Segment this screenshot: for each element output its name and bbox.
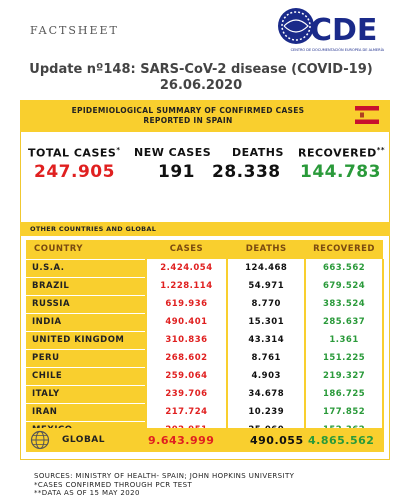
cell-recovered: 186.725 <box>304 385 384 404</box>
spain-flag-icon <box>355 106 379 124</box>
factsheet-label: FACTSHEET <box>30 24 119 37</box>
new-cases-value: 191 <box>158 162 195 182</box>
recovered-value: 144.783 <box>300 162 381 182</box>
cell-cases: 259.064 <box>144 367 228 386</box>
cell-cases: 310.836 <box>144 331 228 350</box>
cell-recovered: 679.524 <box>304 277 384 296</box>
cell-cases: 2.424.054 <box>144 259 228 278</box>
cell-recovered: 177.852 <box>304 403 384 422</box>
table-row: PERU 268.602 8.761 151.225 <box>26 349 384 368</box>
globe-icon <box>30 430 50 450</box>
cell-country: IRAN <box>26 403 146 422</box>
svg-text:CDE: CDE <box>310 13 377 48</box>
pcr-note: *CASES CONFIRMED THROUGH PCR TEST <box>34 480 193 489</box>
table-row: IRAN 217.724 10.239 177.852 <box>26 403 384 422</box>
cell-recovered: 663.562 <box>304 259 384 278</box>
table-row: CHILE 259.064 4.903 219.327 <box>26 367 384 386</box>
new-cases-label: NEW CASES <box>134 146 212 159</box>
date-note: **DATA AS OF 15 MAY 2020 <box>34 489 140 497</box>
cell-deaths: 34.678 <box>226 385 306 404</box>
cell-deaths: 54.971 <box>226 277 306 296</box>
global-recovered: 4.865.562 <box>308 434 375 447</box>
global-deaths: 490.055 <box>250 434 304 447</box>
global-row <box>26 428 384 452</box>
cell-country: U.S.A. <box>26 259 146 278</box>
table-row: INDIA 490.401 15.301 285.637 <box>26 313 384 332</box>
cell-cases: 619.936 <box>144 295 228 314</box>
column-header-country: COUNTRY <box>26 240 146 260</box>
cell-deaths: 43.314 <box>226 331 306 350</box>
footnotes: SOURCES: MINISTRY OF HEALTH- SPAIN; JOHN… <box>34 472 294 498</box>
cell-recovered: 383.524 <box>304 295 384 314</box>
sources-note: SOURCES: MINISTRY OF HEALTH- SPAIN; JOHN… <box>34 472 295 480</box>
table-row: BRAZIL 1.228.114 54.971 679.524 <box>26 277 384 296</box>
column-header-recovered: RECOVERED <box>305 240 383 260</box>
table-header-row: COUNTRY CASES DEATHS RECOVERED <box>26 240 383 260</box>
table-row: U.S.A. 2.424.054 124.468 663.562 <box>26 259 384 278</box>
cell-deaths: 8.770 <box>226 295 306 314</box>
cell-country: RUSSIA <box>26 295 146 314</box>
cell-country: PERU <box>26 349 146 368</box>
spain-heading: EPIDEMIOLOGICAL SUMMARY OF CONFIRMED CAS… <box>38 106 338 126</box>
global-heading-bar <box>20 222 390 236</box>
logo-subtitle: CENTRO DE DOCUMENTACIÓN EUROPEA DE ALMER… <box>290 48 384 52</box>
title-line: Update nº148: SARS-CoV-2 disease (COVID-… <box>29 62 373 77</box>
title-date: 26.06.2020 <box>159 78 243 93</box>
column-header-cases: CASES <box>145 240 228 260</box>
cell-cases: 217.724 <box>144 403 228 422</box>
cell-cases: 1.228.114 <box>144 277 228 296</box>
cell-recovered: 219.327 <box>304 367 384 386</box>
column-header-deaths: DEATHS <box>227 240 306 260</box>
cell-deaths: 8.761 <box>226 349 306 368</box>
cell-deaths: 10.239 <box>226 403 306 422</box>
cell-recovered: 1.361 <box>304 331 384 350</box>
table-row: ITALY 239.706 34.678 186.725 <box>26 385 384 404</box>
cell-cases: 268.602 <box>144 349 228 368</box>
deaths-label: DEATHS <box>232 146 284 159</box>
page-title: Update nº148: SARS-CoV-2 disease (COVID-… <box>0 62 402 94</box>
spain-heading-line1: EPIDEMIOLOGICAL SUMMARY OF CONFIRMED CAS… <box>71 106 305 115</box>
countries-table: COUNTRY CASES DEATHS RECOVERED U.S.A. 2.4… <box>26 240 384 440</box>
cell-country: INDIA <box>26 313 146 332</box>
cell-country: UNITED KINGDOM <box>26 331 146 350</box>
global-heading: OTHER COUNTRIES AND GLOBAL <box>30 225 157 233</box>
deaths-value: 28.338 <box>212 162 281 182</box>
cde-logo: CDE <box>278 8 377 48</box>
cell-cases: 239.706 <box>144 385 228 404</box>
cell-cases: 490.401 <box>144 313 228 332</box>
table-row: RUSSIA 619.936 8.770 383.524 <box>26 295 384 314</box>
cell-deaths: 15.301 <box>226 313 306 332</box>
cell-country: ITALY <box>26 385 146 404</box>
global-label: GLOBAL <box>62 435 106 445</box>
global-cases: 9.643.999 <box>148 434 215 447</box>
cell-country: BRAZIL <box>26 277 146 296</box>
total-cases-value: 247.905 <box>34 162 115 182</box>
spain-heading-line2: REPORTED IN SPAIN <box>143 116 233 125</box>
total-cases-label: TOTAL CASES* <box>28 146 121 160</box>
cell-recovered: 151.225 <box>304 349 384 368</box>
cell-recovered: 285.637 <box>304 313 384 332</box>
recovered-label: RECOVERED** <box>298 146 386 160</box>
cell-deaths: 124.468 <box>226 259 306 278</box>
spain-heading-bar <box>20 100 390 132</box>
cell-deaths: 4.903 <box>226 367 306 386</box>
table-row: UNITED KINGDOM 310.836 43.314 1.361 <box>26 331 384 350</box>
cell-country: CHILE <box>26 367 146 386</box>
